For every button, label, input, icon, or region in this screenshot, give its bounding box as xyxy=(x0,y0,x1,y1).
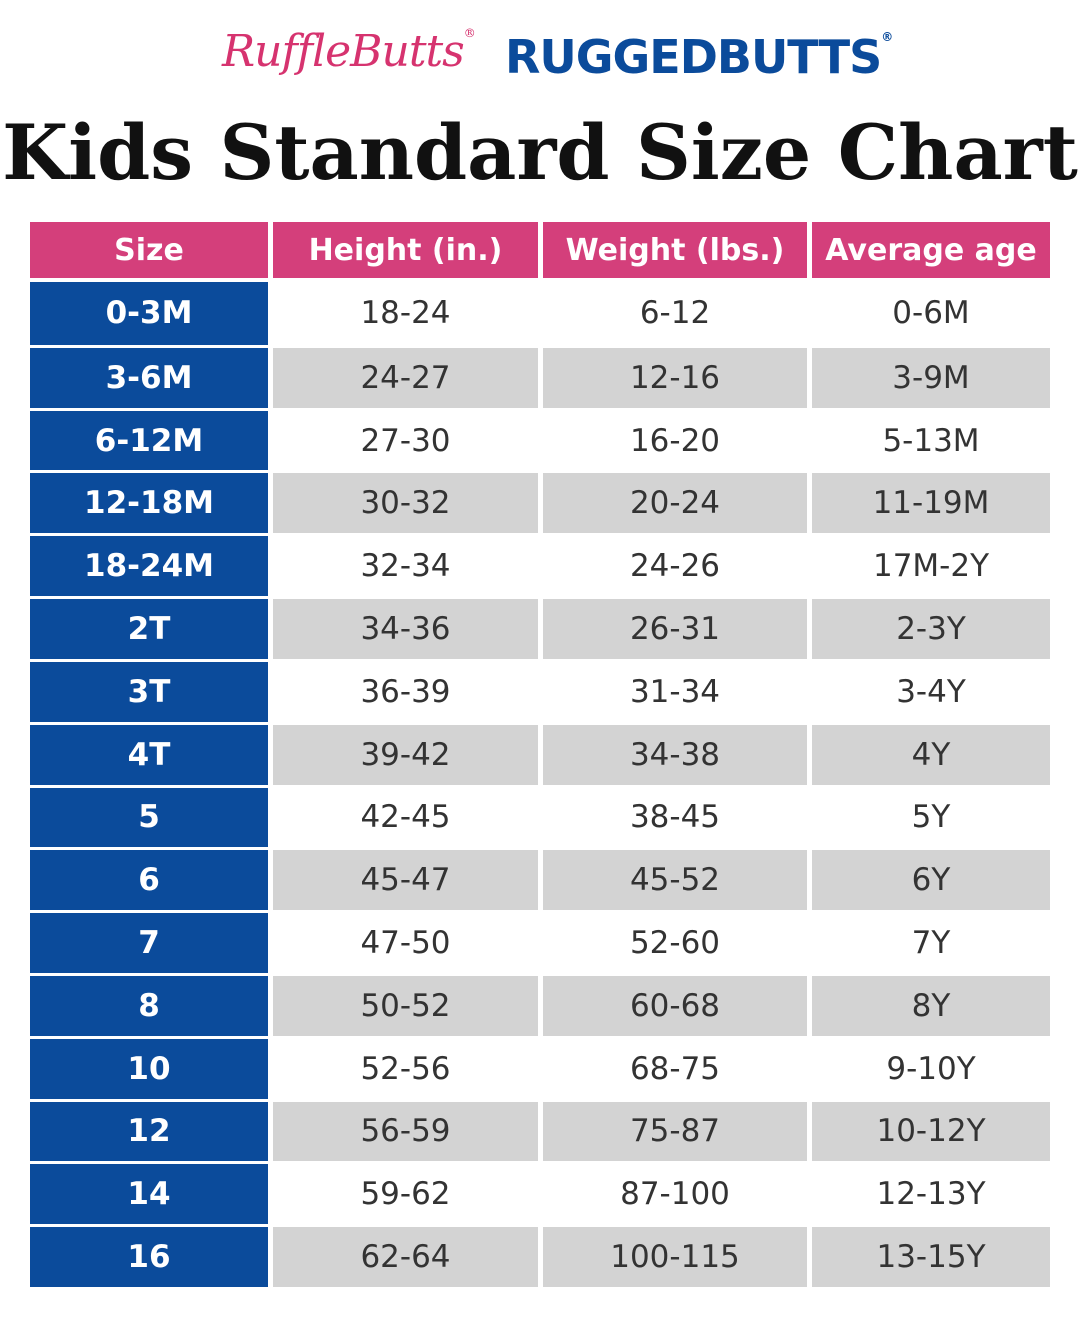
table-cell: 32-34 xyxy=(360,548,451,585)
size-cell: 6 xyxy=(30,850,268,911)
table-cell: 8Y xyxy=(812,975,1050,1036)
brand-mark: ® xyxy=(463,26,476,40)
table-cell: 68-75 xyxy=(629,1050,721,1087)
table-cell: 34-38 xyxy=(543,724,807,785)
table-cell: 42-45 xyxy=(360,799,451,836)
table-cell: 5Y xyxy=(911,799,951,836)
table-cell: 62-64 xyxy=(273,1227,538,1287)
table-cell: 13-15Y xyxy=(812,1227,1050,1287)
column-header: Average age xyxy=(812,222,1050,278)
table-cell: 39-42 xyxy=(273,724,538,785)
size-cell: 4T xyxy=(30,724,268,785)
table-cell: 38-45 xyxy=(629,799,721,836)
table-cell: 87-100 xyxy=(620,1176,730,1213)
size-cell: 14 xyxy=(30,1164,268,1225)
table-cell: 10-12Y xyxy=(812,1101,1050,1162)
table-cell: 17M-2Y xyxy=(872,548,990,585)
table-cell: 5-13M xyxy=(882,422,980,459)
table-cell: 60-68 xyxy=(543,975,807,1036)
brand-name: RUGGEDBUTTS xyxy=(505,30,882,84)
table-cell: 31-34 xyxy=(629,673,721,710)
column-header: Size xyxy=(30,222,268,278)
column-header: Height (in.) xyxy=(273,222,538,278)
table-cell: 3-4Y xyxy=(896,673,966,710)
size-cell: 12 xyxy=(30,1101,268,1162)
table-cell: 27-30 xyxy=(360,422,451,459)
table-cell: 20-24 xyxy=(543,473,807,534)
table-cell: 18-24 xyxy=(360,295,451,332)
brand-name: RuffleButts xyxy=(222,26,465,77)
table-cell: 75-87 xyxy=(543,1101,807,1162)
table-cell: 24-27 xyxy=(273,347,538,408)
size-cell: 3T xyxy=(30,661,268,722)
size-cell: 3-6M xyxy=(30,347,268,408)
table-cell: 45-52 xyxy=(543,850,807,911)
size-cell: 7 xyxy=(30,913,268,973)
title: Kids Standard Size Chart xyxy=(2,108,1078,197)
table-cell: 3-9M xyxy=(812,347,1050,408)
size-cell: 2T xyxy=(30,599,268,659)
table-cell: 52-56 xyxy=(360,1050,451,1087)
table-cell: 7Y xyxy=(911,925,951,962)
column-header: Weight (lbs.) xyxy=(543,222,807,278)
size-cell: 0-3M xyxy=(30,282,268,345)
table-cell: 11-19M xyxy=(812,473,1050,534)
table-cell: 6Y xyxy=(812,850,1050,911)
table-cell: 52-60 xyxy=(629,925,721,962)
brand-mark: ® xyxy=(881,30,893,44)
size-cell: 12-18M xyxy=(30,473,268,534)
table-cell: 59-62 xyxy=(360,1176,451,1213)
table-cell: 24-26 xyxy=(629,548,721,585)
size-cell: 16 xyxy=(30,1227,268,1287)
table-cell: 34-36 xyxy=(273,599,538,659)
table-cell: 56-59 xyxy=(273,1101,538,1162)
size-cell: 18-24M xyxy=(30,536,268,597)
table-cell: 45-47 xyxy=(273,850,538,911)
size-cell: 8 xyxy=(30,975,268,1036)
table-cell: 16-20 xyxy=(629,422,721,459)
table-cell: 2-3Y xyxy=(812,599,1050,659)
table-cell: 36-39 xyxy=(360,673,451,710)
table-cell: 47-50 xyxy=(360,925,451,962)
size-cell: 10 xyxy=(30,1038,268,1099)
table-cell: 4Y xyxy=(812,724,1050,785)
brand-logo: RUGGEDBUTTS® xyxy=(505,30,893,84)
table-cell: 0-6M xyxy=(892,295,970,332)
table-cell: 9-10Y xyxy=(886,1050,976,1087)
table-cell: 12-13Y xyxy=(876,1176,986,1213)
table-cell: 50-52 xyxy=(273,975,538,1036)
size-cell: 6-12M xyxy=(30,410,268,471)
table-cell: 12-16 xyxy=(543,347,807,408)
table-cell: 26-31 xyxy=(543,599,807,659)
size-cell: 5 xyxy=(30,787,268,848)
table-cell: 6-12 xyxy=(639,295,711,332)
table-cell: 100-115 xyxy=(543,1227,807,1287)
brand-logo: RuffleButts® xyxy=(222,26,476,77)
table-cell: 30-32 xyxy=(273,473,538,534)
